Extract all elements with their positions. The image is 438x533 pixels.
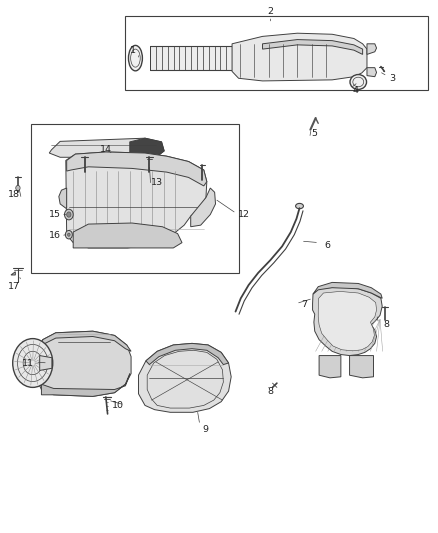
Polygon shape	[138, 343, 231, 413]
Polygon shape	[37, 331, 131, 351]
Ellipse shape	[128, 45, 142, 71]
Polygon shape	[313, 287, 382, 356]
Polygon shape	[262, 39, 363, 54]
Circle shape	[65, 230, 72, 239]
Circle shape	[64, 209, 73, 220]
Text: 16: 16	[49, 231, 60, 240]
Text: 8: 8	[267, 386, 273, 395]
Polygon shape	[319, 356, 341, 378]
Ellipse shape	[296, 204, 304, 209]
Ellipse shape	[350, 75, 367, 90]
Polygon shape	[11, 272, 15, 275]
Polygon shape	[40, 356, 52, 370]
Polygon shape	[49, 138, 164, 157]
Circle shape	[13, 338, 53, 387]
Polygon shape	[66, 152, 207, 248]
Text: 2: 2	[267, 7, 273, 17]
Polygon shape	[191, 188, 215, 227]
Polygon shape	[130, 138, 164, 157]
Polygon shape	[150, 46, 232, 70]
Text: 7: 7	[301, 300, 307, 309]
Text: 8: 8	[384, 320, 389, 329]
Polygon shape	[350, 356, 374, 378]
Polygon shape	[42, 374, 130, 397]
Polygon shape	[37, 331, 131, 397]
Text: 12: 12	[238, 210, 250, 219]
Text: 6: 6	[324, 241, 330, 250]
Polygon shape	[313, 282, 382, 298]
Polygon shape	[318, 292, 377, 351]
Polygon shape	[232, 33, 367, 81]
Text: 18: 18	[7, 190, 20, 199]
Text: 15: 15	[49, 210, 60, 219]
Polygon shape	[367, 44, 377, 54]
Text: 3: 3	[389, 74, 395, 83]
Text: 11: 11	[21, 359, 33, 367]
Text: 4: 4	[353, 86, 359, 95]
Text: 9: 9	[202, 425, 208, 434]
Text: 13: 13	[151, 178, 163, 187]
Polygon shape	[367, 68, 377, 77]
Polygon shape	[59, 188, 67, 208]
Text: 5: 5	[311, 130, 317, 139]
Circle shape	[67, 212, 71, 217]
Polygon shape	[146, 343, 229, 365]
Text: 1: 1	[130, 46, 136, 55]
Circle shape	[16, 185, 20, 191]
Text: 10: 10	[112, 401, 124, 410]
Circle shape	[67, 233, 70, 236]
Text: 14: 14	[100, 146, 112, 155]
Text: 17: 17	[7, 282, 20, 291]
Polygon shape	[73, 223, 182, 248]
Polygon shape	[67, 152, 207, 186]
